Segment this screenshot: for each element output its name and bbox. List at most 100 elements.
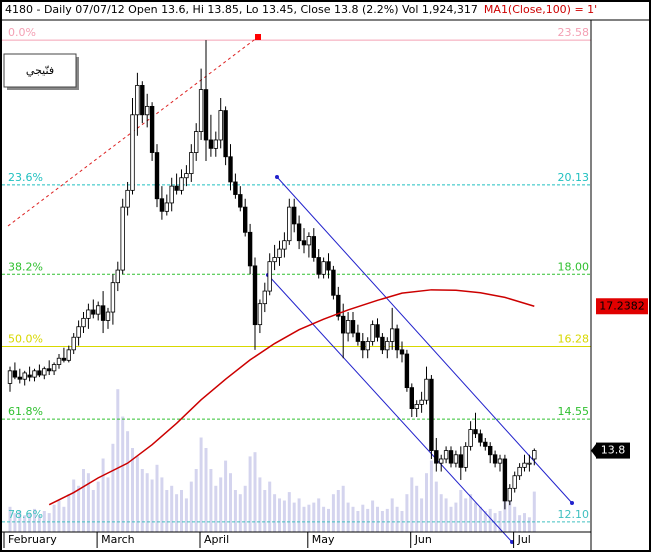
- candle-body: [291, 206, 297, 225]
- x-tick-label: May: [312, 533, 335, 546]
- volume-bar: [170, 485, 174, 532]
- candle-body: [277, 248, 282, 258]
- candle-body: [326, 261, 331, 271]
- volume-bar: [376, 506, 379, 532]
- candle-body: [125, 189, 130, 208]
- candle-body: [228, 156, 233, 183]
- volume-bar: [180, 490, 183, 532]
- candle-body: [179, 177, 184, 191]
- volume-bar: [518, 515, 522, 532]
- candle-body: [360, 341, 365, 351]
- volume-bar: [86, 473, 90, 532]
- candle-body: [184, 173, 189, 179]
- volume-bar: [96, 481, 100, 532]
- volume-bar: [194, 469, 198, 532]
- volume-bar: [405, 494, 409, 532]
- candle-body: [316, 257, 321, 275]
- volume-bar: [13, 513, 17, 532]
- volume-bar: [278, 498, 281, 532]
- volume-bar: [106, 477, 110, 532]
- candle-body: [532, 450, 537, 460]
- candle-body: [130, 114, 135, 191]
- candle-body: [321, 261, 326, 275]
- candle-body: [159, 198, 165, 212]
- candle-body: [438, 458, 444, 464]
- candle-body: [311, 236, 316, 258]
- volume-bar: [175, 494, 179, 532]
- candle-body: [478, 433, 483, 443]
- candle-body: [458, 454, 463, 468]
- volume-bar: [145, 473, 149, 532]
- candle-body: [345, 320, 351, 334]
- volume-bar: [62, 506, 66, 532]
- volume-bar: [135, 456, 139, 532]
- candle-body: [429, 378, 434, 451]
- candle-body: [448, 450, 454, 464]
- volume-bar: [527, 517, 531, 532]
- candle-body: [66, 349, 71, 361]
- close-value-box: [596, 442, 630, 459]
- candle-body: [336, 294, 341, 317]
- candle-body: [370, 324, 375, 342]
- candle-body: [86, 309, 91, 319]
- candle-body: [76, 326, 81, 338]
- volume-bar: [395, 506, 399, 532]
- candle-body: [96, 305, 101, 315]
- candle-body: [257, 303, 263, 326]
- volume-bar: [214, 485, 218, 532]
- candle-body: [81, 317, 86, 328]
- candle-body: [242, 206, 248, 233]
- candle-body: [483, 441, 488, 447]
- candle-body: [512, 475, 517, 489]
- candle-body: [22, 372, 27, 380]
- candle-body: [169, 185, 174, 204]
- volume-bar: [532, 491, 536, 532]
- candle-body: [189, 152, 194, 174]
- volume-bar: [478, 506, 482, 532]
- candle-body: [61, 357, 67, 361]
- volume-bar: [258, 477, 262, 532]
- candle-body: [380, 336, 385, 351]
- volume-bar: [52, 504, 56, 532]
- candle-body: [213, 139, 218, 149]
- candle-body: [409, 387, 414, 409]
- candle-body: [233, 181, 238, 195]
- candle-body: [198, 89, 204, 132]
- candle-body: [267, 261, 272, 292]
- candle-body: [32, 370, 37, 378]
- candle-body: [91, 309, 96, 315]
- candle-body: [51, 364, 57, 372]
- candle-body: [434, 450, 439, 464]
- volume-bar: [371, 500, 375, 532]
- price-layer: [7, 40, 537, 510]
- volume-bar: [33, 508, 36, 532]
- candle-body: [164, 202, 169, 212]
- volume-bar: [292, 502, 296, 532]
- candle-body: [463, 445, 468, 468]
- volume-bar: [116, 389, 120, 532]
- candle-body: [487, 445, 493, 456]
- candle-body: [110, 282, 116, 313]
- volume-bar: [150, 479, 154, 532]
- fib-price: 16.28: [558, 332, 590, 345]
- candle-body: [154, 152, 160, 200]
- candle-body: [453, 454, 459, 464]
- volume-bar: [390, 498, 394, 532]
- volume-layer: [8, 389, 536, 532]
- fib-price: 12.10: [558, 508, 590, 521]
- volume-bar: [268, 481, 272, 532]
- volume-bar: [488, 508, 492, 532]
- volume-bar: [385, 508, 389, 532]
- volume-bar: [351, 506, 355, 532]
- candle-body: [174, 185, 179, 191]
- x-tick-label: Jul: [517, 533, 531, 546]
- candle-body: [389, 328, 395, 342]
- volume-bar: [341, 485, 345, 532]
- fib-label: 61.8%: [8, 405, 43, 418]
- candle-body: [120, 206, 125, 271]
- volume-bar: [243, 485, 247, 532]
- candle-body: [47, 368, 52, 372]
- channel-handle: [570, 501, 574, 505]
